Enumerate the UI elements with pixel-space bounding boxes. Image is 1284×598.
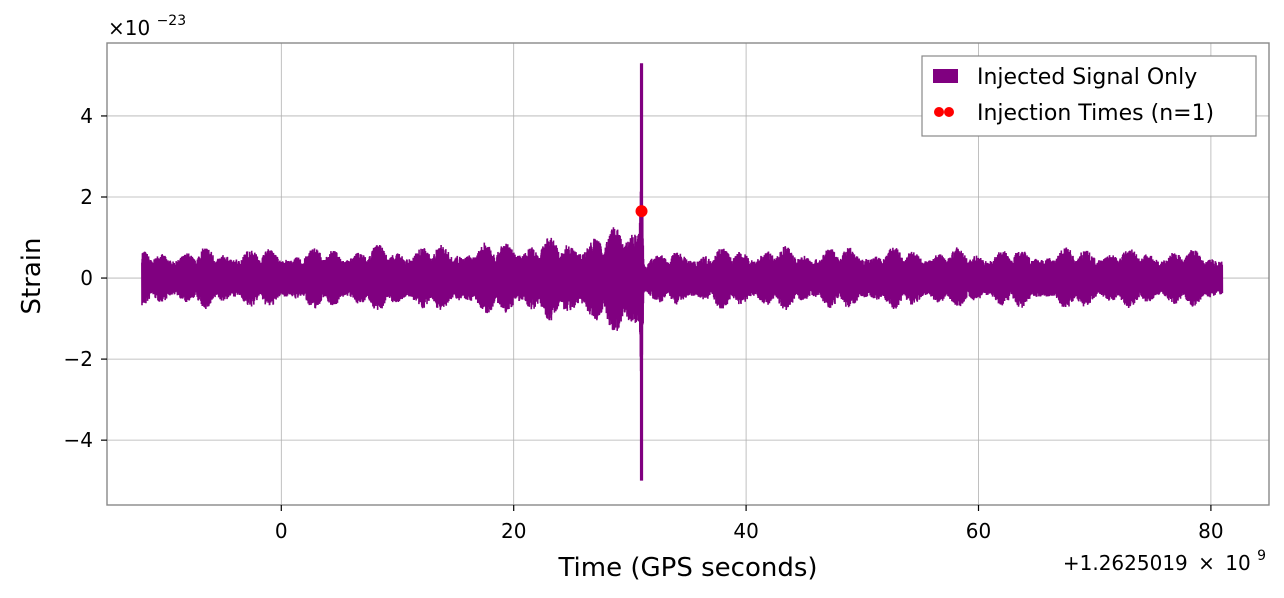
y-tick-label: 4: [80, 104, 93, 128]
x-axis-label: Time (GPS seconds): [557, 553, 817, 583]
x-offset-value: +1.2625019: [1063, 551, 1188, 575]
y-axis-ticks: −4 −2 0 2 4: [64, 104, 107, 452]
injection-point: [635, 205, 648, 218]
x-offset-times: ×: [1198, 551, 1215, 575]
legend-swatch-signal: [933, 69, 958, 83]
x-offset-base: 10: [1225, 551, 1250, 575]
legend-label-injection: Injection Times (n=1): [977, 101, 1214, 126]
y-axis-label: Strain: [17, 237, 47, 314]
x-axis-ticks: 0 20 40 60 80: [275, 505, 1224, 543]
series-injected-signal: [141, 63, 1224, 481]
legend: Injected Signal Only Injection Times (n=…: [921, 55, 1257, 137]
y-tick-label: −4: [64, 428, 93, 452]
y-tick-label: 0: [80, 266, 93, 290]
x-tick-label: 20: [501, 519, 526, 543]
strain-line: [141, 168, 1224, 375]
x-offset: +1.2625019 × 10 9: [1063, 548, 1266, 575]
legend-box: [921, 55, 1257, 137]
y-multiplier: ×10 −23: [108, 13, 186, 40]
y-multiplier-exp: −23: [157, 13, 187, 29]
x-tick-label: 0: [275, 519, 288, 543]
y-multiplier-prefix: ×10: [108, 16, 150, 40]
series-injection-times: [635, 205, 648, 218]
x-tick-label: 80: [1198, 519, 1223, 543]
x-tick-label: 60: [966, 519, 991, 543]
x-offset-exp: 9: [1257, 548, 1266, 564]
plot-frame: [106, 42, 1270, 506]
legend-marker-injection-2: [944, 107, 954, 117]
legend-marker-injection-1: [934, 107, 944, 117]
legend-label-signal: Injected Signal Only: [977, 65, 1197, 90]
y-tick-label: −2: [64, 347, 93, 371]
x-tick-label: 40: [733, 519, 758, 543]
y-tick-label: 2: [80, 185, 93, 209]
